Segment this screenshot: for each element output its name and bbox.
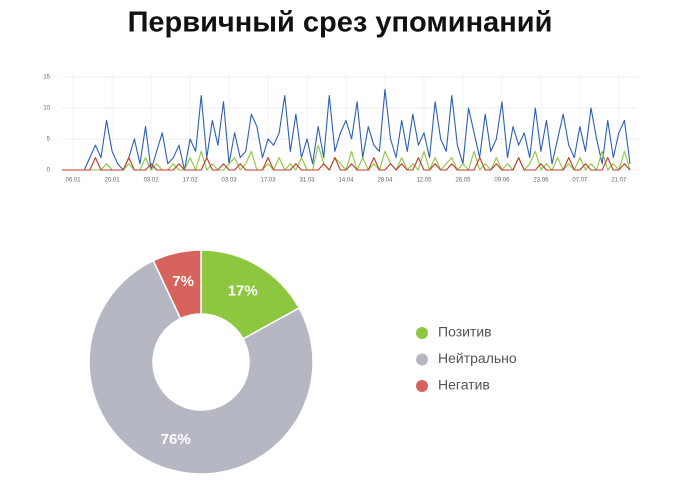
y-tick-label: 0	[47, 168, 51, 174]
donut-slice	[152, 249, 202, 320]
x-tick-label: 28.04	[377, 178, 393, 184]
x-tick-label: 03.03	[222, 178, 238, 184]
legend-label: Позитив	[438, 324, 492, 340]
x-tick-label: 17.02	[183, 178, 199, 184]
x-tick-label: 03.02	[144, 178, 160, 184]
line-series	[62, 88, 631, 171]
x-tick-label: 26.05	[455, 178, 471, 184]
x-tick-label: 09.06	[494, 178, 510, 184]
y-tick-label: 10	[43, 106, 50, 112]
line-series	[62, 157, 631, 171]
x-tick-label: 14.04	[338, 178, 354, 184]
slice-label: 7%	[172, 273, 194, 290]
x-tick-label: 31.03	[300, 178, 316, 184]
x-tick-label: 06.01	[66, 178, 82, 184]
y-tick-label: 5	[47, 137, 51, 143]
legend-marker	[416, 380, 428, 392]
slice-label: 17%	[228, 282, 258, 299]
x-tick-label: 20.01	[105, 178, 121, 184]
slice-label: 76%	[161, 431, 191, 448]
donut-slice	[200, 249, 301, 340]
legend-marker	[416, 353, 428, 366]
x-tick-label: 23.06	[533, 178, 549, 184]
x-tick-label: 21.07	[611, 178, 627, 184]
x-tick-label: 12.05	[416, 178, 432, 184]
legend-label: Негатив	[438, 377, 490, 393]
y-tick-label: 15	[43, 75, 50, 81]
page-title: Первичный срез упоминаний	[128, 7, 553, 39]
x-tick-label: 17.03	[261, 178, 277, 184]
x-tick-label: 07.07	[572, 178, 588, 184]
legend-label: Нейтрально	[438, 350, 517, 366]
legend-marker	[416, 327, 428, 339]
donut-slice	[88, 259, 314, 475]
